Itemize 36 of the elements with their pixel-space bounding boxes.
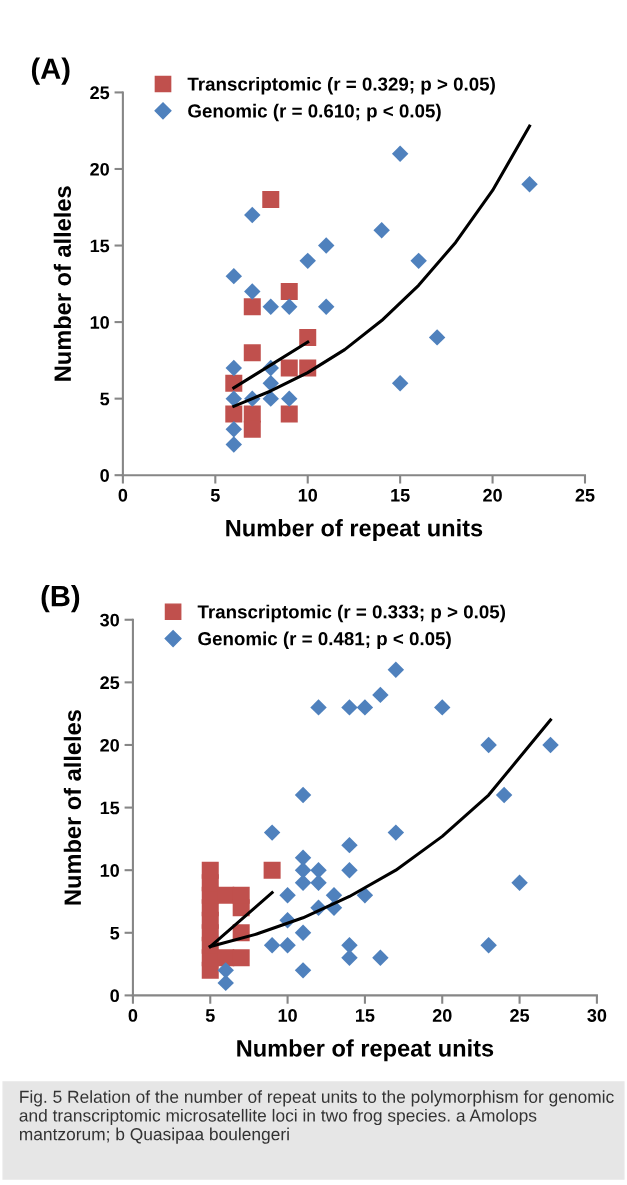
chart-title: (B) [41, 585, 80, 613]
y-tick-label: 5 [100, 392, 110, 406]
y-tick-label: 0 [110, 989, 119, 1003]
y-tick-label: 25 [90, 86, 110, 100]
y-axis-title: Number of alleles [53, 186, 72, 381]
y-tick-label: 25 [100, 676, 120, 690]
y-tick-label: 20 [100, 738, 119, 752]
y-tick-label: 5 [110, 926, 120, 940]
y-tick-label: 30 [100, 613, 119, 627]
y-tick-label: 10 [90, 316, 109, 329]
y-tick-label: 15 [90, 239, 110, 253]
chart-title: (A) [31, 57, 70, 85]
caption: Fig. 5 Relation of the number of repeat units to the polymorphism for genomic and transcriptomic microsatellite loci in two frog species. a Amolops mantzorum; b Quasipaa boulengeri [19, 1090, 614, 1144]
legend-label: Genomic (r = 0.610; p < 0.05) [188, 103, 441, 122]
x-axis-title: Number of repeat units [237, 1039, 494, 1062]
legend-label: Transcriptomic (r = 0.329; p > 0.05) [187, 76, 495, 95]
x-tick-label: 20 [483, 488, 502, 502]
x-tick-label: 0 [128, 1009, 138, 1022]
x-tick-label: 15 [391, 489, 410, 502]
x-tick-label: 5 [210, 489, 220, 502]
x-tick-label: 25 [510, 1009, 530, 1022]
x-tick-label: 10 [298, 488, 318, 502]
x-tick-label: 25 [575, 488, 595, 502]
x-tick-label: 10 [278, 1009, 297, 1022]
legend-label: Genomic (r = 0.481; p < 0.05) [198, 631, 451, 650]
x-tick-label: 15 [356, 1009, 375, 1022]
x-tick-label: 5 [205, 1009, 215, 1022]
y-tick-label: 15 [100, 801, 120, 815]
y-tick-label: 20 [90, 162, 109, 176]
x-tick-label: 30 [587, 1009, 607, 1022]
x-axis-title: Number of repeat units [226, 519, 483, 542]
y-axis-title: Number of alleles [63, 710, 82, 905]
y-tick-label: 0 [100, 469, 109, 482]
y-tick-label: 10 [100, 864, 119, 877]
x-tick-label: 20 [432, 1009, 452, 1022]
legend-label: Transcriptomic (r = 0.333; p > 0.05) [197, 604, 506, 623]
